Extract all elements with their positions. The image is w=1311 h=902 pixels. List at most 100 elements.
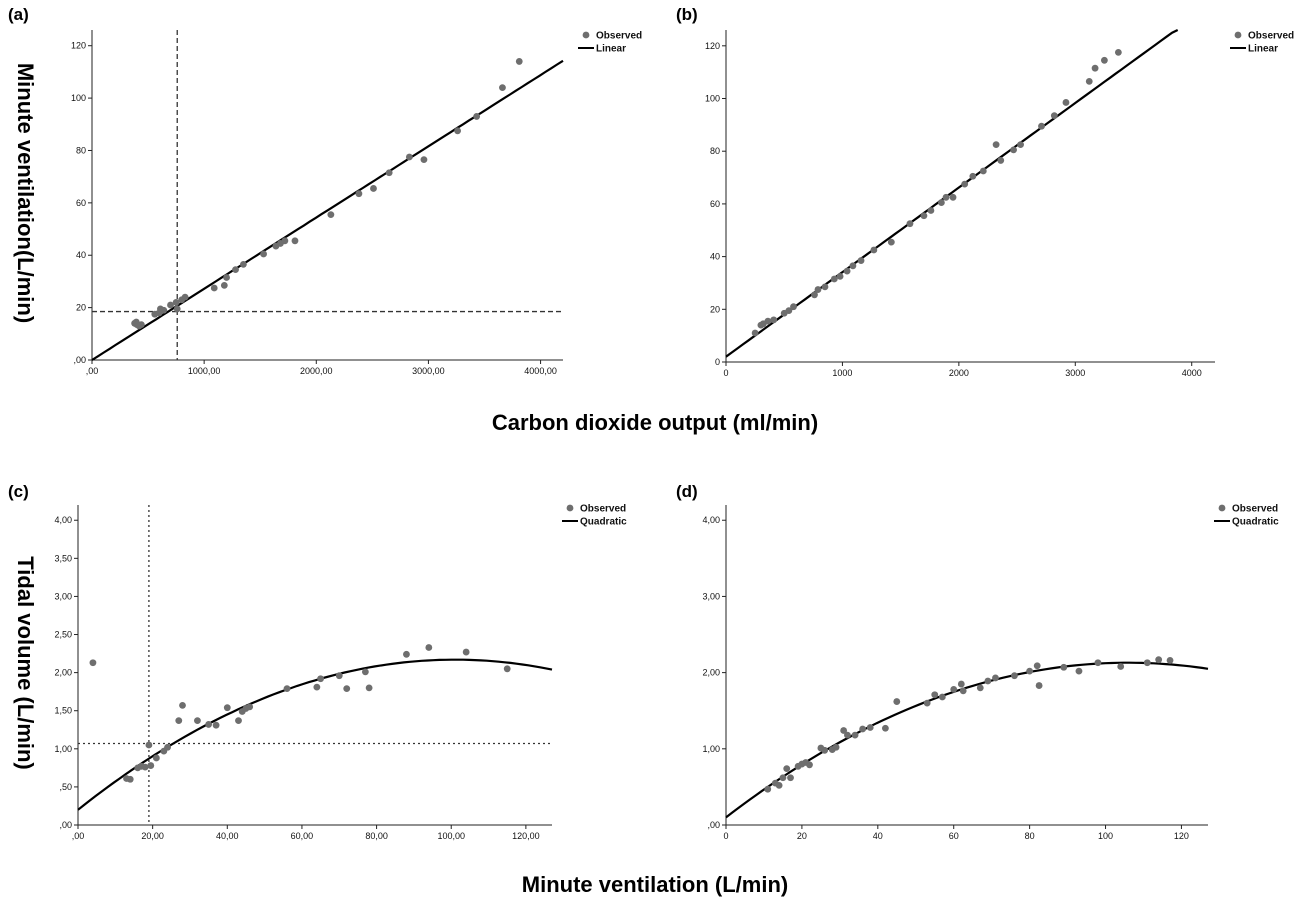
data-point	[976, 684, 984, 692]
data-point	[1050, 112, 1058, 120]
data-point	[181, 293, 189, 301]
data-point	[175, 717, 183, 725]
y-tick-label: 2,50	[54, 630, 72, 640]
data-point	[1143, 659, 1151, 667]
data-point	[1010, 146, 1017, 154]
y-tick-label: 1,00	[54, 744, 72, 754]
y-tick-label: ,00	[707, 820, 720, 830]
y-tick-label: 120	[71, 41, 86, 51]
data-point	[866, 724, 874, 731]
data-point	[1166, 657, 1174, 664]
data-point	[145, 741, 153, 749]
data-point	[1035, 682, 1043, 689]
data-point	[420, 156, 428, 164]
data-point	[931, 691, 939, 699]
x-tick-label: 3000,00	[412, 366, 445, 376]
data-point	[887, 238, 895, 246]
y-tick-label: ,00	[59, 820, 72, 830]
data-point	[770, 316, 778, 324]
data-point	[281, 237, 289, 245]
data-point	[172, 298, 180, 306]
data-point	[893, 698, 901, 705]
legend-fit-label: Quadratic	[580, 517, 627, 528]
data-point	[1026, 667, 1034, 675]
data-point	[260, 250, 267, 258]
x-tick-label: 40,00	[216, 831, 239, 841]
y-tick-label: 4,00	[54, 515, 72, 525]
y-tick-label: 1,50	[54, 706, 72, 716]
x-tick-label: 80,00	[365, 831, 388, 841]
data-point	[1075, 667, 1083, 675]
data-point	[313, 683, 321, 691]
data-point	[385, 169, 393, 177]
data-point	[764, 785, 772, 793]
x-tick-label: ,00	[72, 831, 85, 841]
x-tick-label: 2000	[949, 368, 969, 378]
data-point	[167, 301, 174, 309]
data-point	[992, 674, 999, 682]
data-point	[906, 220, 914, 228]
data-point	[126, 775, 134, 783]
data-point	[239, 261, 247, 268]
data-point	[147, 762, 155, 769]
data-point	[1062, 99, 1070, 106]
chart-panel-c: ,00 20,00 40,00 60,00 80,00 100,00 120,00 ,00 ,5…	[54, 504, 627, 842]
data-point	[806, 761, 813, 769]
data-point	[160, 306, 168, 314]
data-point	[830, 275, 838, 283]
data-point	[1117, 663, 1125, 670]
data-point	[811, 291, 818, 299]
data-point	[499, 84, 506, 92]
bottom-x-axis-title: Minute ventilation (L/min)	[522, 872, 788, 897]
data-point	[355, 190, 363, 198]
fit-line	[77, 658, 553, 811]
data-point	[223, 704, 231, 712]
chart-panel-a: ,00 1000,00 2000,00 3000,00 4000,00 ,00 20 40 60…	[71, 30, 642, 376]
data-point	[454, 127, 461, 135]
data-point	[1100, 56, 1108, 64]
y-tick-label: 40	[710, 252, 720, 262]
data-point	[950, 685, 958, 693]
y-tick-label: 20	[710, 304, 720, 314]
data-point	[857, 257, 865, 264]
data-point	[1094, 659, 1102, 667]
data-point	[89, 659, 97, 667]
data-point	[997, 157, 1005, 164]
data-point	[335, 672, 343, 680]
data-point	[764, 317, 772, 325]
data-point	[870, 246, 878, 254]
data-point	[194, 717, 201, 725]
data-point	[1038, 122, 1045, 130]
data-point	[949, 193, 957, 201]
x-tick-label: 4000	[1182, 368, 1202, 378]
data-point	[787, 774, 794, 782]
data-point	[210, 284, 218, 292]
data-point	[365, 684, 373, 692]
data-point	[283, 685, 291, 693]
data-point	[814, 286, 822, 293]
data-point	[957, 680, 965, 688]
panel-label-a: (a)	[8, 5, 29, 24]
legend-observed-marker	[1218, 504, 1226, 512]
data-point	[327, 211, 335, 219]
data-point	[840, 727, 848, 734]
y-tick-label: 1,00	[702, 744, 720, 754]
y-tick-label: 4,00	[702, 515, 720, 525]
data-point	[821, 283, 829, 291]
y-tick-label: ,00	[73, 355, 86, 365]
data-point	[851, 731, 859, 739]
data-point	[832, 743, 840, 751]
x-tick-label: 20	[797, 831, 807, 841]
x-tick-label: 100,00	[437, 831, 465, 841]
data-point	[473, 113, 481, 120]
data-point	[141, 763, 149, 771]
legend-observed-label: Observed	[1248, 31, 1294, 42]
data-point	[223, 274, 230, 281]
data-point	[1017, 141, 1024, 149]
data-point	[212, 721, 220, 729]
data-point	[927, 207, 935, 214]
data-point	[405, 153, 413, 161]
data-point	[235, 717, 242, 725]
y-tick-label: 40	[76, 250, 86, 260]
data-point	[1114, 48, 1122, 56]
